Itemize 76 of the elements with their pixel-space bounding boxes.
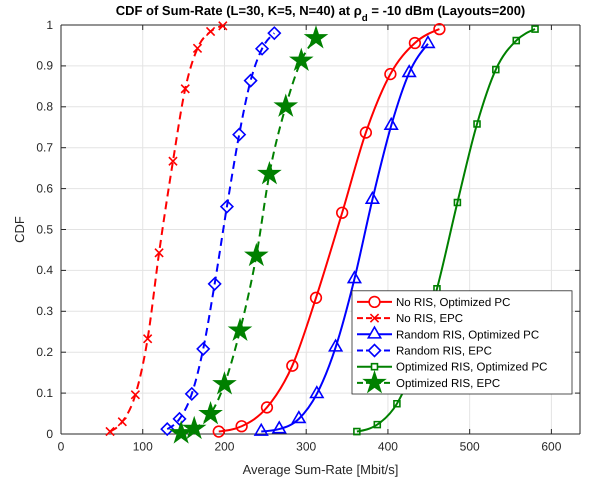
point xyxy=(160,422,174,436)
point xyxy=(206,26,216,36)
legend-label: Random RIS, EPC xyxy=(396,346,492,358)
point xyxy=(286,360,298,372)
point xyxy=(255,42,269,56)
point xyxy=(105,426,115,436)
y-tick-label: 0.6 xyxy=(36,181,54,196)
point xyxy=(531,25,539,33)
x-tick-label: 300 xyxy=(296,440,317,454)
point xyxy=(220,200,234,214)
x-tick-label: 200 xyxy=(214,440,235,454)
point xyxy=(393,400,401,408)
x-axis-title: Average Sum-Rate [Mbit/s] xyxy=(242,462,398,477)
point xyxy=(235,420,248,432)
point xyxy=(433,22,446,36)
x-tick-label: 400 xyxy=(378,440,398,454)
point xyxy=(336,206,348,219)
y-axis-title: CDF xyxy=(12,216,27,243)
legend-label: Random RIS, Optimized PC xyxy=(396,329,540,342)
point xyxy=(246,244,267,265)
point xyxy=(492,66,500,74)
point xyxy=(384,68,397,80)
x-tick-label: 600 xyxy=(541,440,562,454)
legend-label: Optimized RIS, EPC xyxy=(396,378,500,390)
point xyxy=(154,248,164,258)
y-tick-label: 0.9 xyxy=(36,58,54,73)
y-tick-label: 1 xyxy=(46,18,54,32)
point xyxy=(200,402,222,424)
x-tick-label: 100 xyxy=(132,440,154,454)
point xyxy=(196,342,210,356)
point xyxy=(142,334,153,344)
point xyxy=(454,198,462,206)
y-tick-label: 0 xyxy=(46,426,54,441)
point xyxy=(268,26,282,40)
x-tick-label: 500 xyxy=(460,440,480,454)
point xyxy=(212,425,225,438)
point xyxy=(172,412,186,426)
legend-label: No RIS, EPC xyxy=(396,313,464,326)
point xyxy=(275,95,296,116)
point xyxy=(353,428,361,436)
y-tick-label: 0.2 xyxy=(36,345,54,360)
y-tick-label: 0.5 xyxy=(36,222,54,236)
point xyxy=(290,49,312,70)
point xyxy=(214,372,236,394)
y-tick-label: 0.1 xyxy=(36,386,54,400)
legend-label: Optimized RIS, Optimized PC xyxy=(396,362,548,374)
point xyxy=(374,420,382,428)
point xyxy=(408,36,422,50)
y-tick-label: 0.4 xyxy=(36,263,54,278)
point xyxy=(310,292,322,304)
point xyxy=(260,401,274,414)
point xyxy=(244,74,258,88)
point xyxy=(184,418,205,438)
point xyxy=(192,43,202,54)
point xyxy=(117,416,128,427)
x-tick-label: 0 xyxy=(58,440,65,454)
point xyxy=(473,120,481,128)
point xyxy=(347,271,362,284)
y-tick-label: 0.7 xyxy=(36,140,54,155)
point xyxy=(258,162,280,184)
point xyxy=(365,192,380,204)
y-tick-label: 0.3 xyxy=(36,304,54,318)
point xyxy=(360,126,372,139)
point xyxy=(168,156,178,166)
point xyxy=(180,84,190,94)
point xyxy=(305,26,327,48)
point xyxy=(229,319,251,340)
point xyxy=(512,36,520,44)
point xyxy=(185,387,199,401)
legend-label: No RIS, Optimized PC xyxy=(396,296,510,309)
point xyxy=(218,20,228,31)
point xyxy=(232,128,246,142)
chart-title: CDF of Sum-Rate (L=30, K=5, N=40) at ρ$_{d}$ = -10 dBm (Layouts=200) xyxy=(116,3,526,24)
point xyxy=(130,390,140,400)
y-tick-label: 0.8 xyxy=(36,100,54,114)
point xyxy=(208,277,222,291)
